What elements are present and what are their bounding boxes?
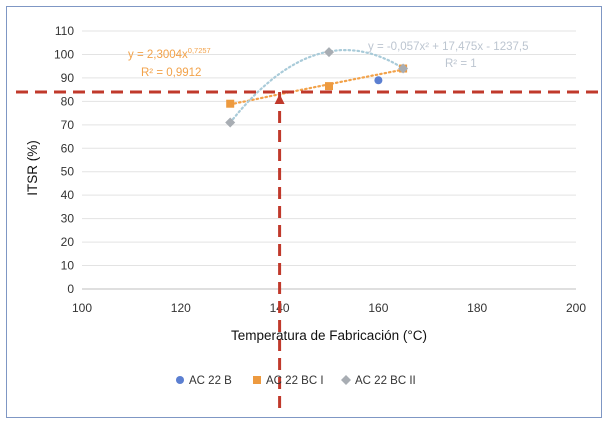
power-equation: y = 2,3004x0,7257 [128, 46, 211, 61]
x-tick-160: 160 [368, 301, 388, 315]
x-tick-labels: 100120140160180200 [72, 301, 586, 315]
y-tick-50: 50 [61, 165, 75, 179]
polynomial-equation: y = -0,057x² + 17,475x - 1237,5 [368, 41, 528, 53]
y-tick-80: 80 [61, 94, 75, 108]
legend: AC 22 B AC 22 BC I AC 22 BC II [176, 375, 416, 387]
y-tick-110: 110 [55, 24, 74, 38]
x-tick-100: 100 [72, 301, 92, 315]
y-tick-0: 0 [67, 282, 74, 296]
reference-lines [16, 90, 598, 410]
y-tick-40: 40 [61, 188, 75, 202]
legend-label-ac-22-bc-ii: AC 22 BC II [355, 375, 416, 387]
y-axis-label: ITSR (%) [25, 140, 40, 196]
reference-arrow [274, 93, 285, 104]
x-axis-label: Temperatura de Fabricación (°C) [231, 328, 427, 343]
gridlines [82, 30, 576, 290]
x-tick-120: 120 [171, 301, 191, 315]
y-tick-90: 90 [61, 71, 75, 85]
x-tick-180: 180 [467, 301, 487, 315]
y-tick-60: 60 [61, 141, 75, 155]
legend-marker-ac-22-bc-i [253, 376, 261, 384]
polynomial-r2: R² = 1 [445, 58, 477, 70]
x-tick-200: 200 [566, 301, 586, 315]
point-ac-22-bc-ii-2 [398, 63, 409, 74]
chart-frame [6, 6, 602, 418]
legend-marker-ac-22-b [176, 376, 184, 384]
legend-marker-ac-22-bc-ii [341, 375, 351, 385]
point-ac-22-b-0 [374, 76, 383, 85]
y-tick-labels: 0 10 20 30 40 50 60 70 80 90 100 110 [54, 24, 74, 296]
data-points [225, 47, 409, 128]
legend-label-ac-22-b: AC 22 B [189, 375, 232, 387]
y-tick-100: 100 [54, 47, 74, 61]
legend-label-ac-22-bc-i: AC 22 BC I [266, 375, 324, 387]
trendline-ac-22-bc-i [229, 68, 405, 106]
point-ac-22-bc-i-1 [325, 82, 333, 91]
y-tick-10: 10 [61, 259, 75, 273]
trendline-ac-22-bc-ii [229, 48, 405, 124]
point-ac-22-bc-ii-0 [225, 117, 236, 128]
y-tick-20: 20 [61, 235, 75, 249]
y-tick-30: 30 [61, 212, 75, 226]
point-ac-22-bc-ii-1 [324, 47, 334, 58]
point-ac-22-bc-i-0 [226, 99, 235, 108]
power-r2: R² = 0,9912 [141, 67, 201, 79]
trendlines [229, 48, 405, 124]
y-tick-70: 70 [61, 118, 75, 132]
